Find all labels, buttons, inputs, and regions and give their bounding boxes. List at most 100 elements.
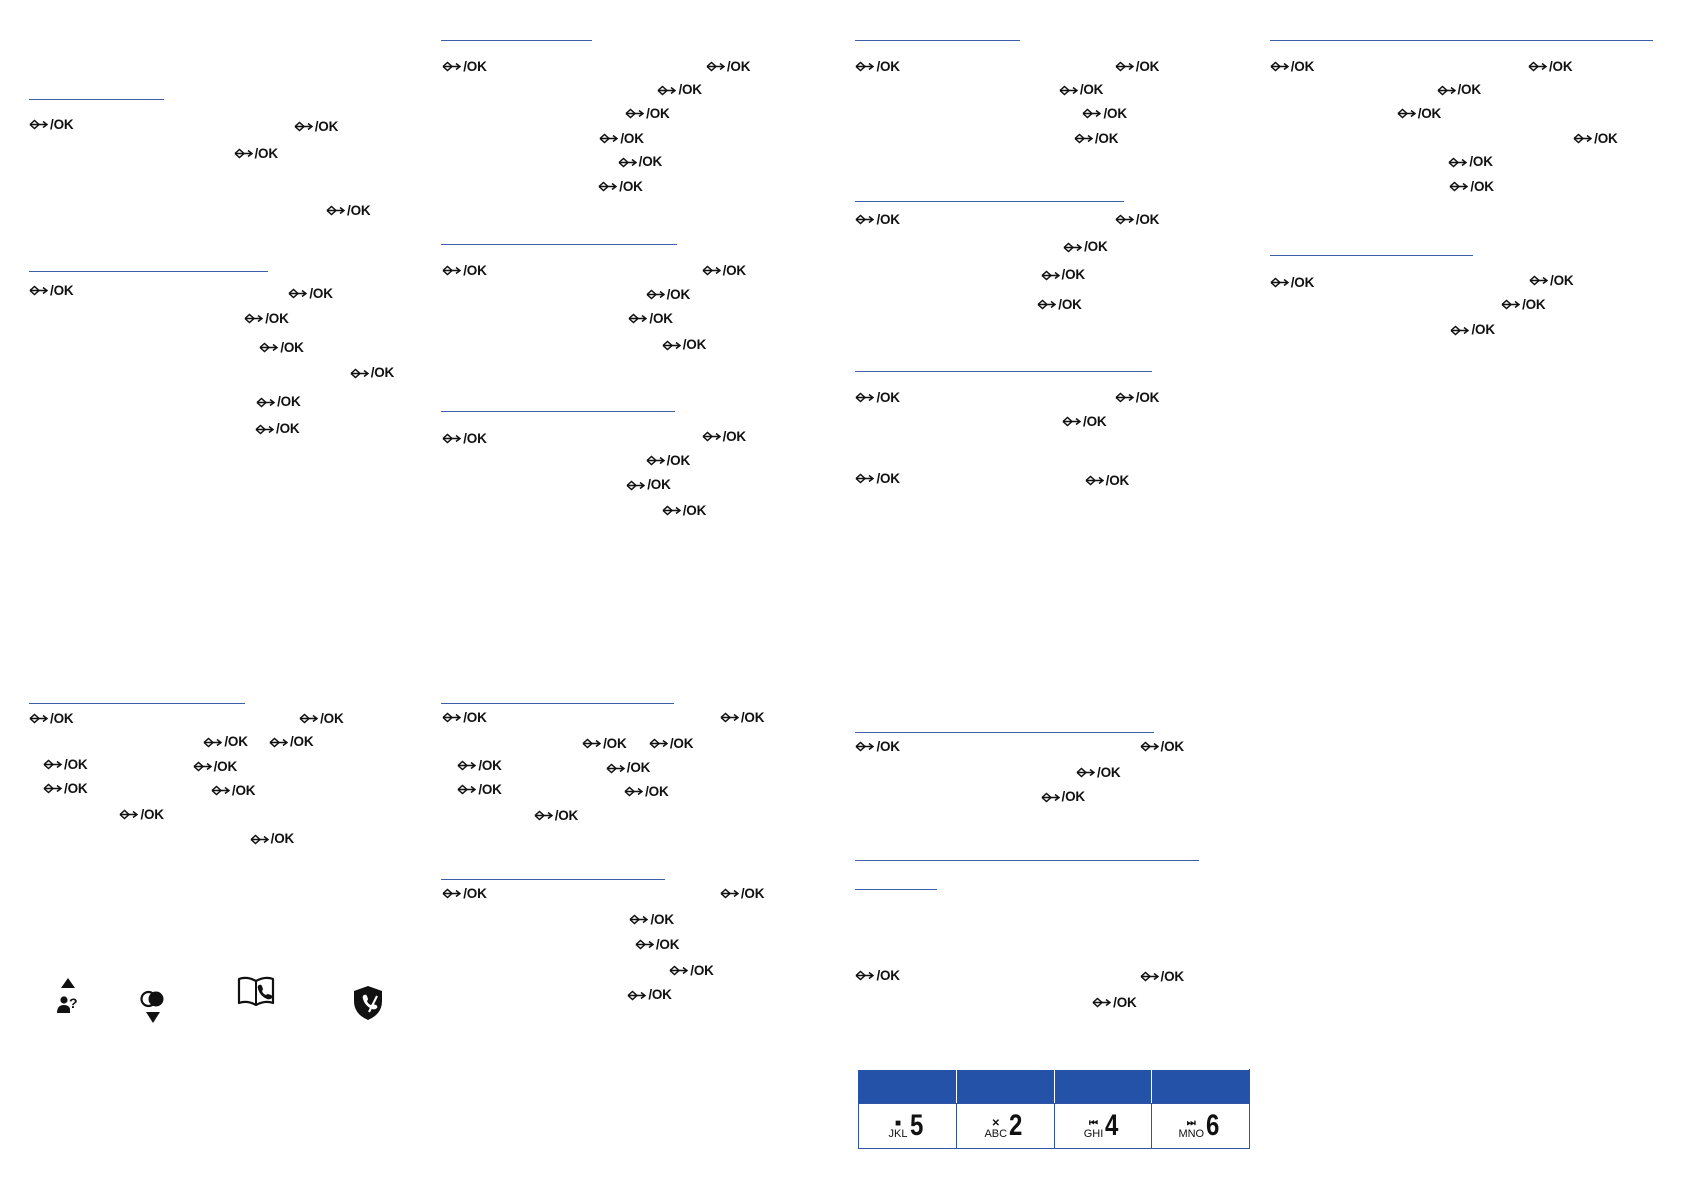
ok-instruction: /OK (720, 887, 764, 901)
key-letters: MNO (1178, 1128, 1205, 1140)
key-cell: ⏮ GHI 4 (1053, 1103, 1153, 1149)
ok-label: /OK (1061, 267, 1086, 283)
ok-label: /OK (650, 912, 674, 927)
key-digit: 5 (909, 1109, 923, 1142)
up-down-nav-icon (1115, 392, 1134, 403)
ok-label: /OK (370, 365, 395, 381)
ok-instruction: /OK (629, 912, 674, 927)
ok-label: /OK (1417, 106, 1442, 122)
ok-instruction: /OK (442, 887, 487, 901)
key-table-header (858, 1069, 1250, 1104)
up-down-nav-icon (1082, 108, 1102, 119)
ok-label: /OK (666, 452, 691, 468)
ok-instruction: /OK (582, 737, 627, 751)
up-down-nav-icon (702, 265, 721, 276)
ok-label: /OK (678, 82, 702, 98)
key-letters: GHI (1083, 1128, 1104, 1140)
ok-instruction: /OK (662, 338, 706, 352)
ok-label: /OK (280, 339, 304, 355)
ok-label: /OK (1471, 322, 1495, 338)
up-down-nav-icon (625, 108, 645, 119)
ok-instruction: /OK (1041, 790, 1085, 804)
ok-instruction: /OK (702, 430, 746, 444)
key-table-header-cell (1151, 1069, 1250, 1104)
ok-instruction: /OK (29, 284, 74, 298)
svg-text:?: ? (69, 995, 78, 1011)
ok-label: /OK (231, 782, 256, 798)
ok-instruction: /OK (326, 204, 371, 218)
ok-label: /OK (726, 58, 751, 74)
ok-label: /OK (1160, 738, 1185, 754)
ok-label: /OK (876, 390, 900, 406)
up-down-nav-icon (1059, 85, 1078, 96)
up-down-nav-icon (598, 181, 618, 192)
ok-instruction: /OK (649, 737, 693, 751)
up-down-nav-icon (259, 342, 279, 353)
ok-instruction: /OK (628, 311, 673, 326)
up-down-nav-icon (1573, 133, 1593, 144)
up-down-nav-icon (442, 433, 462, 444)
up-down-nav-icon (294, 121, 313, 132)
ok-label: /OK (1058, 296, 1082, 312)
ok-label: /OK (276, 421, 300, 437)
ok-label: /OK (1469, 154, 1493, 170)
ok-instruction: /OK (294, 120, 338, 134)
up-down-nav-icon (442, 888, 462, 899)
ok-instruction: /OK (1092, 996, 1137, 1010)
ok-instruction: /OK (1528, 60, 1573, 74)
ok-instruction: /OK (203, 735, 248, 749)
up-down-nav-icon (1062, 416, 1082, 427)
up-down-nav-icon (627, 990, 647, 1001)
ok-instruction: /OK (627, 988, 672, 1002)
ok-label: /OK (50, 710, 74, 726)
key-table-header-cell (858, 1069, 957, 1104)
ok-instruction: /OK (626, 478, 671, 492)
key-cell: ■ JKL 5 (858, 1103, 957, 1149)
ok-label: /OK (655, 936, 680, 952)
up-down-nav-icon (1270, 277, 1289, 288)
up-down-nav-icon (1529, 275, 1549, 286)
ok-label: /OK (554, 807, 579, 823)
ok-instruction: /OK (855, 740, 900, 754)
section-divider (441, 411, 675, 413)
ok-label: /OK (666, 286, 691, 302)
ok-instruction: /OK (599, 132, 644, 146)
ok-instruction: /OK (1059, 83, 1103, 97)
up-down-nav-icon (442, 265, 462, 276)
ok-instruction: /OK (1450, 322, 1495, 338)
ok-instruction: /OK (1082, 107, 1127, 121)
up-down-nav-icon (1140, 971, 1159, 982)
ok-instruction: /OK (43, 782, 88, 796)
ok-label: /OK (50, 116, 74, 132)
up-down-nav-icon (1085, 475, 1104, 486)
ok-instruction: /OK (442, 264, 487, 278)
ok-instruction: /OK (350, 366, 394, 380)
ok-instruction: /OK (288, 287, 333, 301)
up-down-nav-icon (1397, 108, 1416, 119)
ok-instruction: /OK (1573, 132, 1618, 146)
ok-label: /OK (463, 431, 487, 447)
up-down-nav-icon (855, 473, 875, 484)
key-digit: 6 (1206, 1109, 1220, 1142)
up-down-nav-icon (250, 834, 269, 845)
up-down-nav-icon (657, 85, 677, 96)
ok-label: /OK (265, 310, 289, 326)
ok-label: /OK (722, 263, 747, 279)
ok-label: /OK (876, 211, 900, 227)
ok-instruction: /OK (702, 264, 746, 278)
up-down-nav-icon (662, 340, 681, 351)
ok-label: /OK (1135, 390, 1160, 406)
toggle-down-icon (140, 988, 166, 1031)
up-down-nav-icon (1074, 133, 1093, 144)
up-down-nav-icon (299, 713, 319, 724)
up-down-nav-icon (288, 288, 308, 299)
ok-instruction: /OK (618, 155, 662, 169)
ok-instruction: /OK (29, 710, 74, 726)
ok-instruction: /OK (1140, 970, 1184, 984)
up-down-nav-icon (635, 939, 654, 950)
up-down-nav-icon (646, 455, 665, 466)
section-divider (855, 888, 938, 890)
up-down-nav-icon (1140, 741, 1159, 752)
ok-label: /OK (1457, 82, 1482, 98)
ok-instruction: /OK (211, 782, 256, 798)
